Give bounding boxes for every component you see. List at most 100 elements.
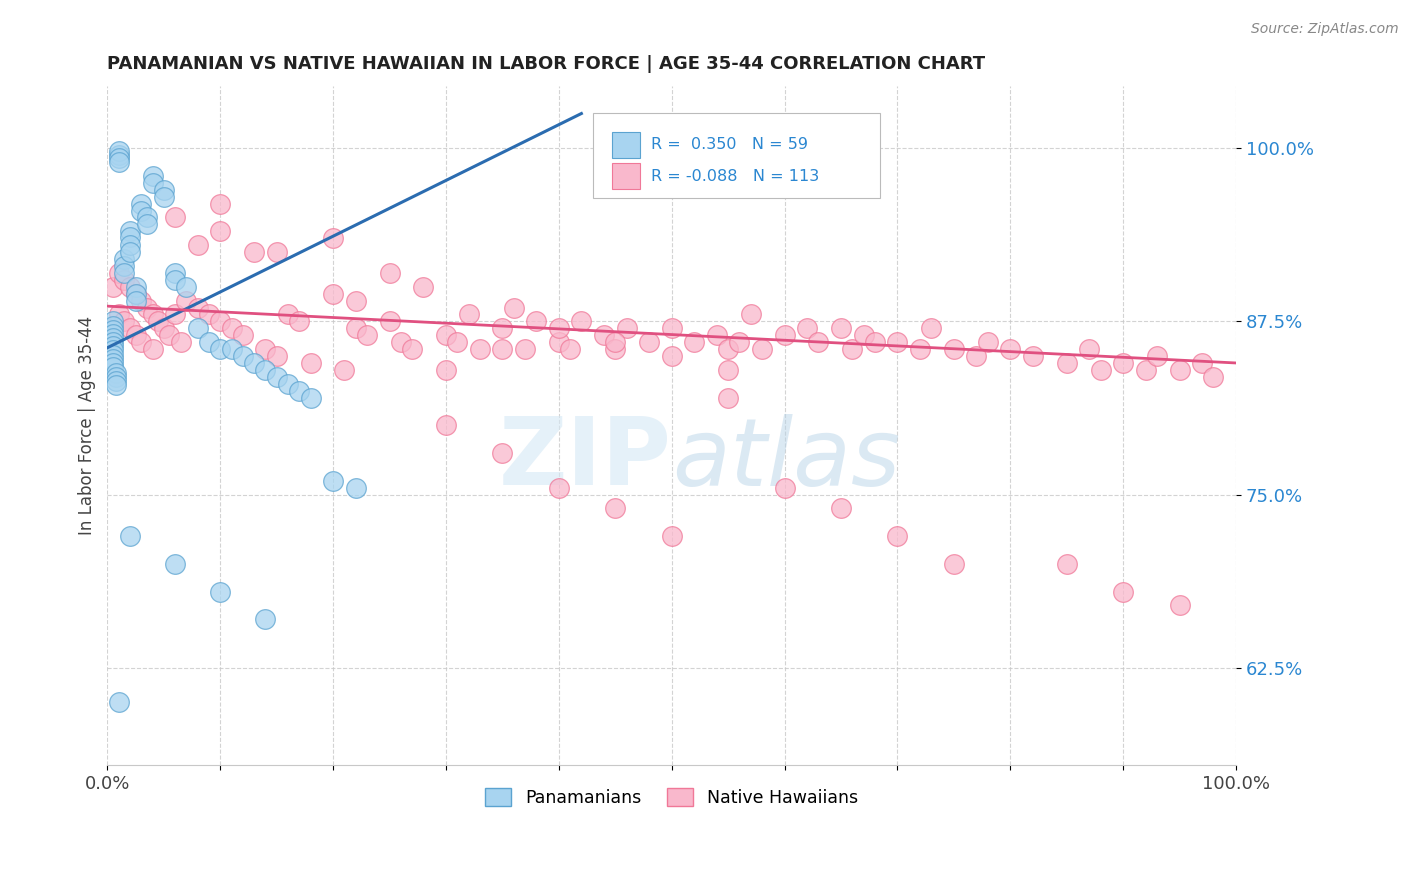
Point	[457, 308, 479, 322]
Point	[254, 342, 277, 356]
Point	[593, 328, 616, 343]
Point	[112, 259, 135, 273]
Point	[118, 529, 141, 543]
Point	[378, 266, 401, 280]
Point	[159, 328, 181, 343]
Point	[751, 342, 773, 356]
Point	[153, 321, 176, 335]
Point	[232, 328, 254, 343]
Point	[513, 342, 536, 356]
Text: PANAMANIAN VS NATIVE HAWAIIAN IN LABOR FORCE | AGE 35-44 CORRELATION CHART: PANAMANIAN VS NATIVE HAWAIIAN IN LABOR F…	[107, 55, 986, 73]
Point	[266, 245, 288, 260]
Point	[333, 363, 356, 377]
Point	[288, 384, 311, 398]
Point	[101, 326, 124, 341]
Point	[1168, 599, 1191, 613]
Point	[976, 335, 998, 350]
Point	[165, 211, 187, 225]
Point	[118, 224, 141, 238]
Point	[118, 245, 141, 260]
Point	[101, 348, 124, 362]
Point	[198, 308, 221, 322]
Point	[107, 144, 129, 158]
Point	[638, 335, 661, 350]
Point	[112, 273, 135, 287]
Point	[728, 335, 751, 350]
Point	[165, 308, 187, 322]
Point	[344, 481, 367, 495]
Point	[683, 335, 706, 350]
Point	[616, 321, 638, 335]
Point	[118, 279, 141, 293]
Point	[124, 293, 146, 308]
Point	[112, 314, 135, 328]
Point	[547, 481, 569, 495]
FancyBboxPatch shape	[593, 113, 880, 198]
Point	[1112, 584, 1135, 599]
Point	[209, 224, 232, 238]
Point	[605, 342, 627, 356]
Point	[243, 356, 266, 370]
Point	[1078, 342, 1101, 356]
Point	[717, 391, 740, 405]
Point	[807, 335, 830, 350]
Point	[841, 342, 863, 356]
Point	[773, 328, 796, 343]
Point	[547, 335, 569, 350]
Point	[153, 189, 176, 203]
Point	[1202, 369, 1225, 384]
Point	[1000, 342, 1022, 356]
Point	[105, 369, 128, 384]
Text: R =  0.350   N = 59: R = 0.350 N = 59	[651, 137, 808, 153]
Point	[135, 211, 157, 225]
Point	[221, 342, 243, 356]
Point	[344, 321, 367, 335]
Point	[1146, 349, 1168, 363]
Point	[468, 342, 491, 356]
Point	[299, 391, 322, 405]
Point	[105, 366, 128, 380]
Point	[101, 318, 124, 333]
Point	[558, 342, 581, 356]
Point	[105, 378, 128, 392]
Point	[502, 301, 524, 315]
Point	[1112, 356, 1135, 370]
Point	[118, 230, 141, 244]
Point	[146, 314, 169, 328]
Text: Source: ZipAtlas.com: Source: ZipAtlas.com	[1251, 22, 1399, 37]
Point	[491, 342, 513, 356]
Point	[124, 286, 146, 301]
Point	[1191, 356, 1213, 370]
Point	[107, 696, 129, 710]
Point	[176, 279, 198, 293]
Point	[446, 335, 468, 350]
Point	[266, 349, 288, 363]
Point	[170, 335, 193, 350]
Point	[101, 343, 124, 358]
Point	[434, 363, 457, 377]
Text: atlas: atlas	[672, 414, 900, 505]
Point	[605, 335, 627, 350]
Point	[1056, 356, 1078, 370]
Point	[288, 314, 311, 328]
Point	[101, 335, 124, 350]
Point	[299, 356, 322, 370]
Point	[209, 314, 232, 328]
Point	[124, 328, 146, 343]
Point	[187, 238, 209, 252]
Point	[717, 363, 740, 377]
Point	[524, 314, 547, 328]
Point	[198, 335, 221, 350]
Point	[401, 342, 423, 356]
Point	[886, 529, 908, 543]
Point	[232, 349, 254, 363]
Point	[1090, 363, 1112, 377]
Point	[412, 279, 434, 293]
Point	[209, 342, 232, 356]
Point	[277, 376, 299, 391]
Point	[141, 308, 163, 322]
Point	[434, 328, 457, 343]
Legend: Panamanians, Native Hawaiians: Panamanians, Native Hawaiians	[478, 781, 865, 814]
Point	[661, 529, 683, 543]
Point	[187, 321, 209, 335]
